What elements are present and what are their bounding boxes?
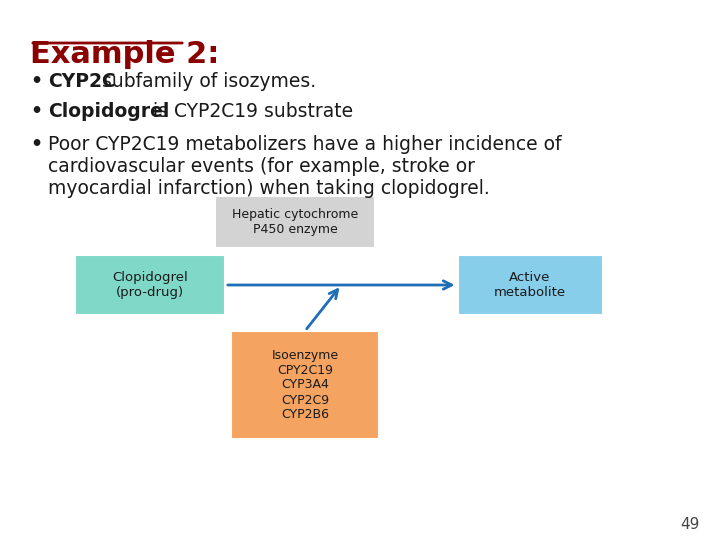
Text: Clopidogrel: Clopidogrel [48, 102, 169, 121]
Text: Hepatic cytochrome
P450 enzyme: Hepatic cytochrome P450 enzyme [232, 208, 358, 236]
Text: subfamily of isozymes.: subfamily of isozymes. [96, 72, 315, 91]
Text: Active
metabolite: Active metabolite [494, 271, 566, 299]
Text: Poor CYP2C19 metabolizers have a higher incidence of: Poor CYP2C19 metabolizers have a higher … [48, 135, 562, 154]
FancyBboxPatch shape [457, 255, 603, 315]
Text: •: • [30, 72, 42, 91]
Text: Clopidogrel
(pro-drug): Clopidogrel (pro-drug) [112, 271, 188, 299]
FancyBboxPatch shape [75, 255, 225, 315]
FancyBboxPatch shape [215, 196, 375, 248]
Text: Isoenzyme
CPY2C19
CYP3A4
CYP2C9
CYP2B6: Isoenzyme CPY2C19 CYP3A4 CYP2C9 CYP2B6 [271, 348, 338, 422]
Text: myocardial infarction) when taking clopidogrel.: myocardial infarction) when taking clopi… [48, 179, 490, 198]
Text: is CYP2C19 substrate: is CYP2C19 substrate [147, 102, 353, 121]
Text: 49: 49 [680, 517, 700, 532]
Text: Example 2:: Example 2: [30, 40, 220, 69]
Text: CYP2C: CYP2C [48, 72, 116, 91]
Text: •: • [30, 135, 42, 154]
FancyBboxPatch shape [231, 331, 379, 439]
Text: cardiovascular events (for example, stroke or: cardiovascular events (for example, stro… [48, 157, 475, 176]
Text: •: • [30, 102, 42, 121]
